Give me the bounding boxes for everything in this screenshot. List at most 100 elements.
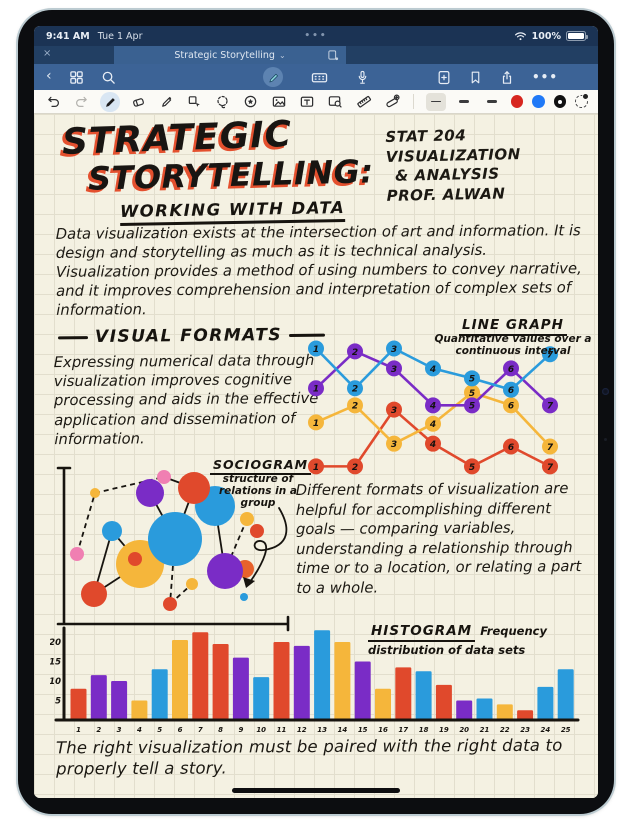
tools-row	[34, 90, 598, 114]
chevron-down-icon: ⌄	[278, 50, 286, 60]
svg-text:8: 8	[218, 726, 223, 734]
svg-text:3: 3	[391, 406, 397, 416]
reader-view-icon[interactable]	[327, 49, 339, 61]
close-tab-icon[interactable]: ×	[43, 48, 52, 59]
sticker-tool[interactable]	[241, 92, 260, 112]
svg-text:4: 4	[429, 420, 436, 430]
svg-text:6: 6	[178, 726, 183, 734]
visual-formats-paragraph: Expressing numerical data through visual…	[53, 351, 319, 449]
tab-strategic-storytelling[interactable]: Strategic Storytelling ⌄	[114, 46, 346, 64]
svg-text:6: 6	[508, 443, 514, 453]
ruler-tool[interactable]	[354, 92, 373, 112]
main-toolbar: ‹	[34, 64, 598, 90]
ipad-device-frame: 9:41 AM Tue 1 Apr ••• 100% × Strategic S…	[18, 10, 614, 814]
tape-tool[interactable]	[382, 92, 401, 112]
color-blue-swatch[interactable]	[532, 95, 545, 108]
photo-tool[interactable]	[270, 92, 289, 112]
closing-paragraph: The right visualization must be paired w…	[55, 735, 563, 779]
wifi-icon	[514, 32, 526, 41]
add-page-icon[interactable]	[437, 70, 451, 85]
svg-text:13: 13	[317, 726, 327, 734]
svg-text:10: 10	[50, 677, 61, 687]
tab-title: Strategic Storytelling	[174, 49, 275, 61]
dictation-mic-icon[interactable]	[356, 70, 369, 85]
text-box-tool[interactable]	[298, 92, 317, 112]
undo-icon[interactable]	[44, 92, 63, 112]
eraser-tool[interactable]	[129, 92, 148, 112]
back-icon[interactable]: ‹	[46, 68, 52, 84]
svg-text:18: 18	[419, 726, 429, 734]
screen: 9:41 AM Tue 1 Apr ••• 100% × Strategic S…	[34, 26, 598, 798]
svg-text:5: 5	[469, 463, 475, 473]
redo-icon[interactable]	[72, 92, 91, 112]
pen-tool[interactable]	[100, 91, 120, 112]
svg-text:15: 15	[358, 726, 368, 734]
home-indicator[interactable]	[232, 788, 400, 793]
tab-bar: × Strategic Storytelling ⌄	[34, 46, 598, 64]
svg-text:3: 3	[117, 726, 122, 734]
svg-text:10: 10	[256, 726, 266, 734]
stroke-medium-option[interactable]	[455, 93, 474, 111]
clock: 9:41 AM	[46, 30, 90, 42]
battery-icon	[566, 31, 588, 41]
shape-tool[interactable]	[185, 92, 204, 112]
status-more-dots[interactable]: •••	[304, 31, 328, 41]
line-graph-subtitle: Quantitative values over a continuous in…	[434, 333, 592, 358]
note-title-line2: STORYTELLING:	[87, 152, 375, 198]
course-info: STAT 204 VISUALIZATION & ANALYSIS PROF. …	[385, 124, 572, 206]
svg-text:14: 14	[338, 726, 348, 734]
line-graph-title: LINE GRAPH	[459, 317, 567, 336]
line-graph-svg: 1 2 3 4 5 6 7 1 2 3 4 5 6 7 1 2 3 4 5 6 7 1 2 3 4 5 6 7	[308, 340, 558, 475]
svg-text:4: 4	[137, 726, 142, 734]
bookmark-icon[interactable]	[469, 70, 482, 85]
sociogram-drawing: SOCIOGRAM structure of relations in a gr…	[50, 454, 312, 636]
svg-text:5: 5	[469, 402, 475, 412]
histogram-subtitle: Frequency distribution of data sets	[368, 624, 547, 658]
pen-mode-button[interactable]	[263, 67, 283, 87]
sociogram-subtitle: structure of relations in a group	[218, 473, 297, 510]
pages-grid-icon[interactable]	[69, 70, 84, 85]
histogram-title: HISTOGRAM	[368, 623, 476, 642]
svg-text:1: 1	[313, 345, 319, 355]
svg-text:6: 6	[508, 386, 514, 396]
lasso-tool[interactable]	[213, 92, 232, 112]
note-subtitle: WORKING WITH DATA	[119, 198, 346, 226]
svg-text:20: 20	[50, 638, 61, 648]
svg-text:6: 6	[508, 365, 514, 375]
svg-text:24: 24	[541, 726, 551, 734]
pen-icon	[268, 73, 278, 82]
svg-text:12: 12	[297, 726, 307, 734]
heading-dash-left	[57, 335, 89, 339]
more-icon[interactable]: •••	[531, 70, 558, 84]
color-red-swatch[interactable]	[510, 95, 524, 108]
stroke-thick-option[interactable]	[483, 93, 502, 111]
stroke-thin-option[interactable]	[426, 92, 446, 111]
svg-text:15: 15	[50, 658, 61, 668]
highlighter-tool[interactable]	[157, 92, 176, 112]
svg-text:22: 22	[500, 726, 510, 734]
svg-text:2: 2	[352, 402, 358, 412]
svg-text:2: 2	[96, 726, 101, 734]
svg-text:9: 9	[238, 726, 243, 734]
date: Tue 1 Apr	[97, 30, 143, 42]
front-camera	[602, 388, 609, 395]
svg-text:1: 1	[313, 463, 319, 473]
search-icon[interactable]	[101, 70, 116, 85]
svg-text:23: 23	[520, 726, 530, 734]
color-picker-icon[interactable]	[575, 93, 589, 108]
intro-paragraph: Data visualization exists at the interse…	[55, 222, 582, 319]
svg-text:4: 4	[429, 402, 436, 412]
different-formats-paragraph: Different formats of visualization are h…	[295, 480, 582, 597]
svg-text:5: 5	[469, 389, 475, 399]
visual-formats-heading: VISUAL FORMATS	[57, 325, 326, 348]
color-black-swatch-selected[interactable]	[553, 95, 567, 108]
svg-text:2: 2	[352, 463, 358, 473]
share-icon[interactable]	[500, 70, 514, 85]
elements-tool[interactable]	[326, 92, 345, 112]
professor-name: PROF. ALWAN	[386, 183, 506, 205]
note-canvas[interactable]: STRATEGIC STORYTELLING: WORKING WITH DAT…	[34, 114, 598, 798]
svg-text:7: 7	[547, 463, 554, 473]
keyboard-icon[interactable]	[311, 70, 328, 85]
